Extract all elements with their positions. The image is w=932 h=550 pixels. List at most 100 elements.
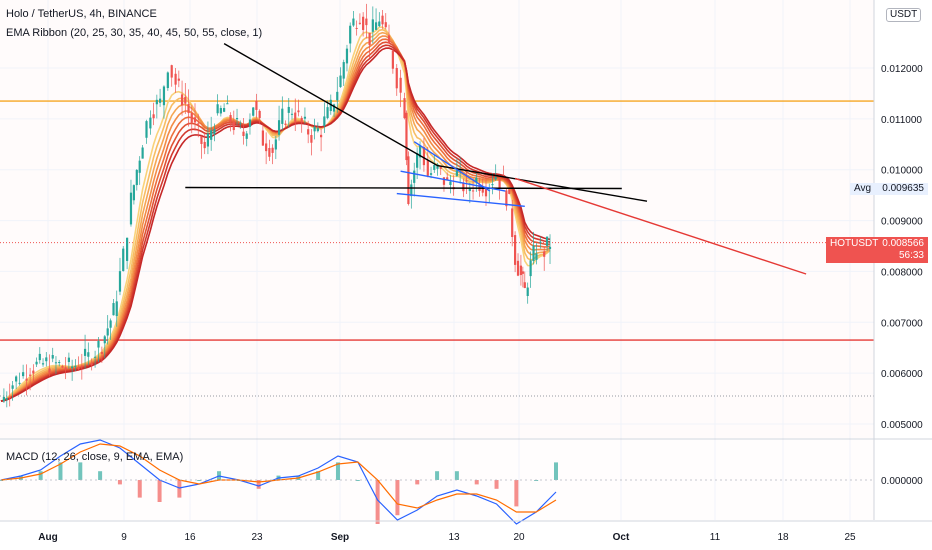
macd-histogram-bar [316, 471, 321, 480]
candle-body [508, 189, 511, 194]
candle-body [546, 236, 549, 246]
candle-body [284, 123, 287, 125]
candle-body [465, 180, 468, 182]
macd-histogram-bar [78, 462, 83, 480]
candle-body [277, 120, 281, 135]
y-tick-label: 0.006000 [881, 369, 923, 380]
candle-body [203, 141, 206, 149]
candle-body [326, 107, 329, 119]
candle-body [352, 18, 355, 26]
candle-body [433, 164, 436, 170]
candle-body [80, 365, 83, 367]
candle-body [38, 353, 41, 361]
candle-body [416, 153, 419, 168]
candle-body [471, 190, 475, 192]
candle-body [61, 366, 64, 368]
candle-body [132, 185, 135, 201]
avg-price-label: Avg 0.009635 [850, 183, 928, 195]
candle-body [384, 22, 387, 28]
last-symbol: HOTUSDT [830, 238, 879, 249]
x-tick-label: Sep [331, 532, 349, 543]
candle-body [368, 32, 371, 46]
candle-body [481, 186, 484, 193]
candle-body [138, 160, 141, 173]
candle-body [25, 378, 28, 381]
candle-body [300, 117, 303, 122]
y-tick-label: 0.005000 [881, 420, 923, 431]
x-tick-label: 13 [448, 532, 460, 543]
candle-body [462, 182, 465, 192]
candle-body [255, 100, 258, 110]
candle-body [387, 35, 391, 44]
last-value: 0.008566 [882, 238, 924, 249]
candle-body [323, 116, 326, 127]
candle-body [439, 166, 442, 169]
candle-body [83, 348, 87, 356]
candle-body [498, 178, 501, 189]
candle-body [184, 96, 187, 104]
candle-body [543, 251, 546, 257]
candle-body [118, 271, 122, 292]
candle-body [526, 287, 529, 297]
x-tick-label: 23 [251, 532, 263, 543]
candle-body [287, 106, 290, 113]
macd-histogram-bar [38, 471, 43, 480]
candle-body [122, 248, 125, 272]
candle-body [235, 118, 239, 120]
currency-badge[interactable]: USDT [886, 8, 922, 22]
candle-body [374, 22, 378, 30]
candle-body [8, 397, 11, 399]
candle-body [449, 181, 452, 186]
macd-histogram-bar [435, 471, 440, 480]
candle-body [521, 271, 524, 274]
macd-histogram-bar [117, 480, 122, 485]
candle-body [422, 147, 426, 166]
candle-body [170, 65, 173, 78]
candle-body [48, 368, 51, 373]
candle-body [258, 110, 261, 119]
candle-body [320, 134, 323, 138]
candle-body [268, 147, 271, 157]
macd-histogram-bar [197, 480, 202, 481]
candle-body [187, 104, 190, 114]
candle-body [245, 133, 248, 139]
avg-value: 0.009635 [882, 183, 924, 194]
macd-histogram-bar [157, 480, 162, 502]
macd-histogram-bar [554, 462, 558, 480]
candle-body [41, 363, 45, 365]
y-tick-label: 0.007000 [881, 318, 923, 329]
candle-body [307, 129, 310, 135]
candle-body [177, 78, 180, 81]
ema-ribbon-legend[interactable]: EMA Ribbon (20, 25, 30, 35, 40, 45, 50, … [6, 27, 263, 39]
candle-body [193, 117, 197, 123]
trendline [185, 186, 622, 190]
macd-histogram-bar [415, 480, 420, 485]
candle-body [213, 129, 216, 135]
macd-histogram-bar [256, 480, 261, 489]
candle-body [381, 15, 384, 25]
candle-body [378, 21, 381, 27]
candle-body [74, 365, 77, 367]
x-tick-label: 18 [777, 532, 789, 543]
candle-body [339, 75, 342, 88]
trendline [413, 141, 491, 192]
candle-body [219, 108, 222, 114]
macd-histogram-bar [137, 480, 142, 498]
candle-body [67, 357, 70, 363]
macd-legend[interactable]: MACD (12, 26, close, 9, EMA, EMA) [6, 451, 184, 463]
avg-label: Avg [854, 183, 872, 194]
y-tick-label: 0.010000 [881, 166, 923, 177]
candle-body [45, 357, 48, 362]
candle-body [436, 164, 439, 169]
candle-body [112, 303, 115, 316]
candle-body [316, 128, 319, 132]
x-tick-label: Aug [38, 532, 57, 543]
macd-histogram-bar [335, 462, 340, 480]
candle-body [365, 18, 368, 26]
candle-body [166, 72, 169, 89]
macd-histogram-bar [514, 480, 519, 507]
candle-body [535, 253, 538, 260]
macd-histogram-bar [177, 480, 182, 498]
candle-body [413, 170, 416, 183]
